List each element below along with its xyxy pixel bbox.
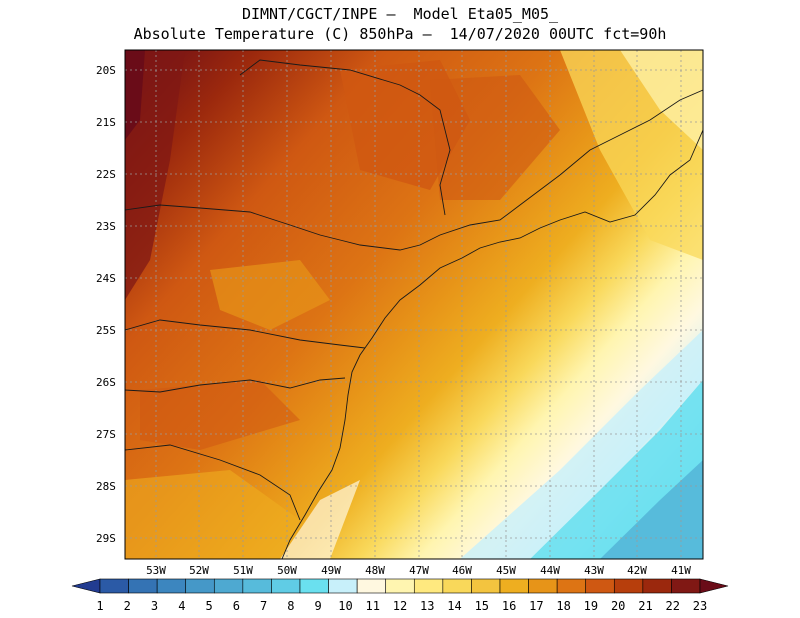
colorbar-label: 15	[474, 599, 490, 613]
plot-frame	[124, 49, 704, 560]
lat-tick-label: 23S	[96, 220, 116, 233]
colorbar-segment	[528, 578, 558, 594]
colorbar-label: 17	[529, 599, 544, 613]
colorbar-label: 5	[205, 599, 213, 613]
lat-tick-label: 28S	[96, 480, 116, 493]
colorbar-segment	[642, 578, 672, 594]
colorbar-segment	[299, 578, 329, 594]
lon-tick-label: 45W	[496, 564, 516, 577]
colorbar-segment	[271, 578, 301, 594]
colorbar-segment	[671, 578, 701, 594]
colorbar-label: 4	[178, 599, 186, 613]
title-line-2: Absolute Temperature (C) 850hPa — 14/07/…	[133, 25, 667, 43]
lat-tick-label: 20S	[96, 64, 116, 77]
colorbar-segment	[242, 578, 272, 594]
lon-tick-label: 41W	[671, 564, 691, 577]
lat-tick-label: 26S	[96, 376, 116, 389]
colorbar-segment	[156, 578, 187, 594]
lon-tick-label: 48W	[365, 564, 385, 577]
lon-tick-label: 46W	[452, 564, 472, 577]
colorbar-segment	[356, 578, 387, 594]
colorbar-segment	[471, 578, 501, 594]
colorbar-label: 19	[583, 599, 599, 613]
lon-tick-label: 52W	[189, 564, 209, 577]
colorbar-label: 11	[365, 599, 380, 613]
colorbar-label: 22	[665, 599, 680, 613]
colorbar-label: 21	[638, 599, 653, 613]
colorbar-segment	[442, 578, 472, 594]
lon-tick-label: 51W	[233, 564, 253, 577]
lat-lon-grid	[125, 50, 703, 559]
colorbar-segment	[613, 578, 644, 594]
temperature-field	[125, 50, 703, 559]
colorbar-label: 16	[501, 599, 517, 613]
colorbar-segment	[213, 578, 244, 594]
colorbar-label: 1	[96, 599, 104, 613]
colorbar-segment	[185, 578, 215, 594]
colorbar-segment	[128, 578, 158, 594]
colorbar-label: 2	[123, 599, 131, 613]
colorbar-segment	[499, 578, 529, 594]
colorbar-label: 12	[392, 599, 408, 613]
colorbar-label: 20	[610, 599, 626, 613]
coastline-and-borders	[125, 59, 703, 559]
colorbar-label: 13	[420, 599, 435, 613]
colorbar-segment	[99, 578, 129, 594]
colorbar-segment	[556, 578, 587, 594]
colorbar-segment	[585, 578, 615, 594]
colorbar-segment	[413, 578, 444, 594]
colorbar-label: 3	[150, 599, 159, 613]
colorbar-label: 18	[556, 599, 571, 613]
lon-tick-label: 42W	[627, 564, 647, 577]
colorbar-label: 23	[692, 599, 708, 613]
lat-tick-label: 21S	[96, 116, 116, 129]
colorbar-segment	[385, 578, 415, 594]
lat-tick-label: 22S	[96, 168, 116, 181]
lat-tick-label: 25S	[96, 324, 116, 337]
title-line-1: DIMNT/CGCT/INPE — Model Eta05_M05_	[241, 5, 559, 23]
colorbar-segment	[328, 578, 358, 594]
lat-tick-label: 24S	[96, 272, 116, 285]
lon-tick-label: 43W	[584, 564, 604, 577]
lon-tick-label: 47W	[409, 564, 429, 577]
colorbar-label: 7	[260, 599, 268, 613]
lat-tick-label: 29S	[96, 532, 116, 545]
lon-tick-label: 50W	[277, 564, 297, 577]
colorbar-label: 10	[338, 599, 353, 613]
lon-tick-label: 53W	[146, 564, 166, 577]
lat-tick-label: 27S	[96, 428, 116, 441]
colorbar-label: 9	[314, 599, 322, 613]
lon-tick-label: 49W	[321, 564, 341, 577]
colorbar	[71, 578, 729, 594]
colorbar-arrow-high	[699, 578, 729, 594]
lon-tick-label: 44W	[540, 564, 560, 577]
colorbar-arrow-low	[71, 578, 101, 594]
colorbar-label: 6	[232, 599, 240, 613]
colorbar-label: 8	[287, 599, 295, 613]
colorbar-label: 14	[447, 599, 462, 613]
